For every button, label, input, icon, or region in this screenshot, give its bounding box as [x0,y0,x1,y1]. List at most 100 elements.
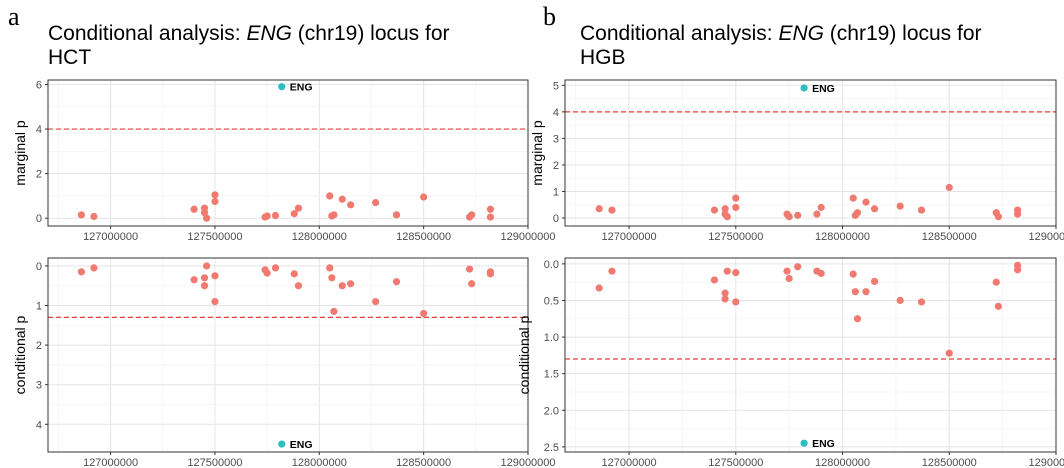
data-point [338,282,346,290]
data-point [486,205,495,213]
data-point [710,206,719,214]
y-tick-label: 1 [36,301,42,313]
x-tick-label: 128000000 [292,231,347,243]
panel-letter-a: a [8,2,20,31]
y-tick-label: 2.5 [544,442,559,454]
data-point [392,211,401,219]
x-tick-label: 128000000 [815,231,870,243]
data-point [326,192,334,200]
data-point [595,284,603,292]
y-tick-label: 2.0 [544,405,559,417]
x-tick-label: 127500000 [187,231,242,243]
data-point [200,282,209,290]
x-tick-label: 127000000 [602,457,657,468]
data-point [994,302,1002,310]
y-axis-label: conditional p [12,315,28,394]
data-point [392,278,401,286]
data-point [785,274,793,283]
x-tick-label: 128000000 [815,457,870,468]
panel-a-title: Conditional analysis: ENG (chr19) locus … [48,22,450,70]
y-tick-label: 0 [36,213,42,225]
data-point [203,214,211,222]
plot-border [564,79,1057,227]
title-suffix: (chr19) locus for [823,22,982,45]
y-tick-label: 1.5 [544,369,559,381]
y-axis-label: marginal p [12,120,28,186]
title-suffix: (chr19) locus for [291,22,450,45]
title-line2: HGB [580,46,626,69]
data-point [211,197,219,206]
series-points [77,191,495,222]
data-point [794,211,802,219]
y-tick-label: 2 [36,340,42,352]
x-tick-label: 127000000 [83,231,138,243]
plot-a-conditional: ENG 127000000 127500000 128000000 128500000 1… [12,257,556,468]
data-point [468,211,476,219]
data-point [785,213,793,221]
x-tick-label: 127000000 [83,457,138,468]
data-point [994,213,1002,221]
panel-b-title: Conditional analysis: ENG (chr19) locus … [580,22,982,70]
data-point [190,205,198,213]
plot-b-conditional: ENG 127000000 127500000 128000000 128500000 1… [516,257,1064,468]
x-tick-label: 129000000 [1028,457,1064,468]
title-gene: ENG [778,22,824,45]
data-point [896,202,904,210]
data-point [813,210,821,218]
highlight-point [800,439,808,447]
x-tick-label: 129000000 [1028,231,1064,243]
data-point [721,295,729,303]
highlight-label: ENG [812,83,835,95]
title-prefix: Conditional analysis: [48,22,247,45]
title-gene: ENG [246,22,292,45]
x-tick-label: 127500000 [187,457,242,468]
data-point [486,213,495,221]
data-point [608,267,616,275]
data-point [90,264,98,272]
data-point [945,183,953,192]
data-point [732,298,740,306]
data-point [328,274,336,282]
x-tick-label: 128000000 [292,457,347,468]
title-line2: HCT [48,46,92,69]
y-tick-label: 0 [36,261,42,273]
x-tick-label: 128500000 [922,231,977,243]
data-point [917,206,926,214]
data-point [468,280,476,288]
data-point [945,349,953,357]
data-point [347,201,355,209]
data-point [420,309,428,318]
data-point [862,198,870,206]
y-tick-label: 5 [553,80,559,92]
data-point [870,205,879,213]
data-point [77,211,85,219]
title-prefix: Conditional analysis: [580,22,779,45]
y-tick-label: 4 [36,419,42,431]
y-axis-label: conditional p [516,315,532,394]
series-points [595,183,1022,221]
data-point [420,193,428,201]
data-point [870,277,879,286]
data-point [486,270,495,278]
plot-background [48,80,528,226]
data-point [263,269,271,277]
x-tick-label: 129000000 [500,457,555,468]
data-point [77,268,85,276]
data-point [1013,266,1022,274]
data-point [1013,210,1022,218]
data-point [817,269,825,277]
data-point [200,209,209,217]
highlight-point [278,83,286,91]
y-tick-label: 4 [36,124,42,136]
data-point [723,213,731,221]
data-point [372,297,380,306]
data-point [608,206,616,214]
x-tick-label: 129000000 [500,231,555,243]
data-point [211,297,219,306]
y-tick-label: 3 [553,133,559,145]
data-point [853,209,862,217]
data-point [263,212,271,220]
data-point [721,289,729,297]
data-point [211,191,219,199]
data-point [203,262,211,270]
